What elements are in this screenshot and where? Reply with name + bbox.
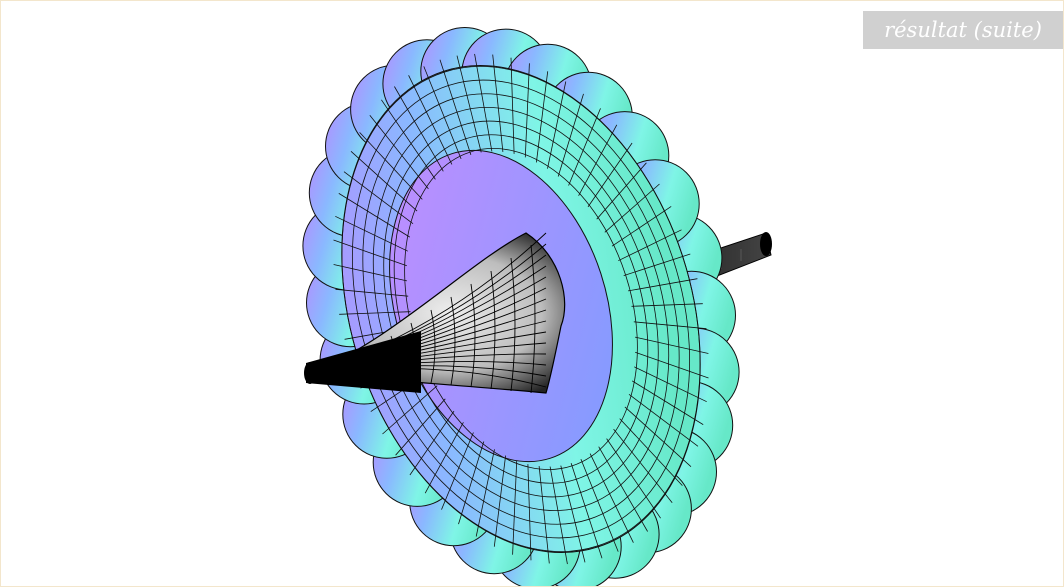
result-continued-badge: résultat (suite) bbox=[863, 11, 1063, 49]
funnel-surface bbox=[304, 232, 566, 394]
